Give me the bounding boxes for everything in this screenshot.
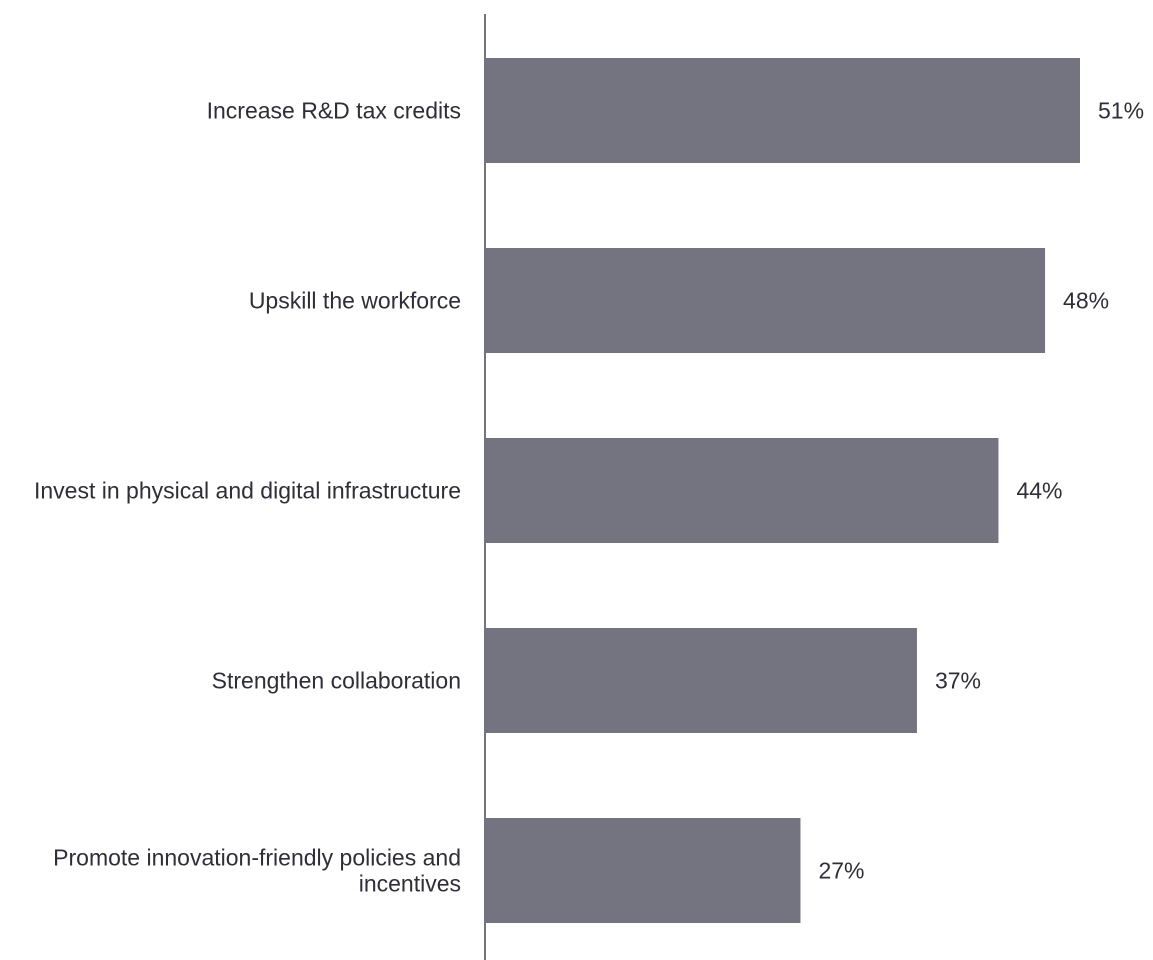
bar-invest-in-physical-and-digital-infrastructure <box>486 438 999 543</box>
bar-upskill-the-workforce <box>486 248 1046 353</box>
value-label-upskill-the-workforce: 48% <box>1063 288 1109 314</box>
category-label-increase-r-d-tax-credits: Increase R&D tax credits <box>207 98 461 124</box>
value-labels-group: 51% 48% 44% 37% 27% <box>818 98 1144 884</box>
bar-increase-r-d-tax-credits <box>486 58 1080 163</box>
category-label-strengthen-collaboration: Strengthen collaboration <box>212 668 461 694</box>
value-label-invest-in-physical-and-digital-infrastructure: 44% <box>1016 478 1062 504</box>
category-label-promote-innovation-friendly-policies-and-incentives: Promote innovation-friendly policies and… <box>53 845 461 897</box>
bar-promote-innovation-friendly-policies-and-incentives <box>486 818 801 923</box>
bar-strengthen-collaboration <box>486 628 917 733</box>
value-label-promote-innovation-friendly-policies-and-incentives: 27% <box>818 858 864 884</box>
value-label-strengthen-collaboration: 37% <box>935 668 981 694</box>
bars-group <box>486 58 1080 923</box>
value-label-increase-r-d-tax-credits: 51% <box>1098 98 1144 124</box>
category-labels-group: Increase R&D tax credits Upskill the work… <box>34 98 461 897</box>
category-label-invest-in-physical-and-digital-infrastructure: Invest in physical and digital infrastru… <box>34 478 461 504</box>
category-label-upskill-the-workforce: Upskill the workforce <box>249 288 461 314</box>
